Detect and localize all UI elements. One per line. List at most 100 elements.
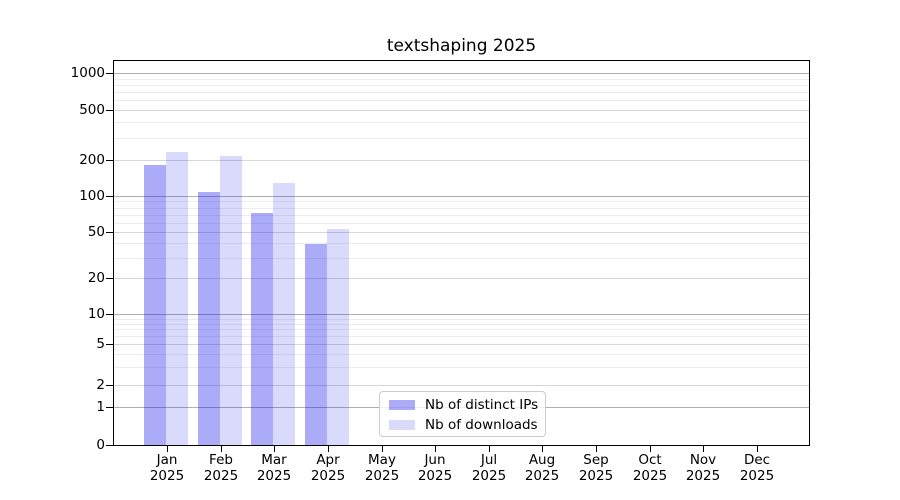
x-tick-month-jul: Jul <box>480 452 498 468</box>
x-tick-mark-may <box>382 446 383 452</box>
legend-swatch-distinct-ips <box>389 400 415 410</box>
x-tick-label-jul: Jul 2025 <box>459 452 519 484</box>
chart-title: textshaping 2025 <box>386 36 537 56</box>
minor-gridline-y-70 <box>114 214 809 216</box>
legend-swatch-downloads <box>389 420 415 430</box>
y-tick-label-500: 500 <box>79 102 105 118</box>
bar-nb-of-downloads-Apr <box>327 229 349 445</box>
x-tick-year-jul: 2025 <box>471 468 507 484</box>
x-tick-year-jan: 2025 <box>149 468 185 484</box>
x-tick-year-feb: 2025 <box>203 468 239 484</box>
minor-gridline-y-80 <box>114 207 809 209</box>
y-tick-label-10: 10 <box>87 306 105 322</box>
x-tick-year-apr: 2025 <box>310 468 346 484</box>
minor-gridline-y-400 <box>114 122 809 124</box>
x-tick-year-may: 2025 <box>364 468 400 484</box>
minor-gridline-y-6 <box>114 336 809 338</box>
bar-nb-of-distinct-ips-Feb <box>198 192 220 445</box>
x-tick-year-nov: 2025 <box>685 468 721 484</box>
minor-gridline-y-8 <box>114 323 809 325</box>
y-tick-label-5: 5 <box>96 336 105 352</box>
legend: Nb of distinct IPs Nb of downloads <box>379 391 546 437</box>
minor-gridline-y-7 <box>114 329 809 331</box>
x-tick-mark-dec <box>757 446 758 452</box>
x-tick-month-oct: Oct <box>638 452 662 468</box>
y-tick-label-200: 200 <box>79 152 105 168</box>
y-tick-mark-2 <box>106 385 113 386</box>
y-tick-mark-200 <box>106 160 113 161</box>
x-tick-mark-jul <box>489 446 490 452</box>
x-tick-label-nov: Nov 2025 <box>673 452 733 484</box>
x-tick-year-mar: 2025 <box>256 468 292 484</box>
x-tick-label-jan: Jan 2025 <box>137 452 197 484</box>
gridline-y-1000 <box>114 73 809 74</box>
minor-gridline-y-600 <box>114 100 809 102</box>
bar-nb-of-downloads-Feb <box>220 156 242 445</box>
x-tick-label-aug: Aug 2025 <box>512 452 572 484</box>
y-tick-mark-500 <box>106 110 113 111</box>
x-tick-month-may: May <box>368 452 396 468</box>
y-tick-mark-1000 <box>106 73 113 74</box>
y-tick-label-1000: 1000 <box>70 65 105 81</box>
x-tick-year-dec: 2025 <box>739 468 775 484</box>
y-tick-label-2: 2 <box>96 377 105 393</box>
y-tick-mark-100 <box>106 196 113 197</box>
y-tick-mark-5 <box>106 344 113 345</box>
legend-label-downloads: Nb of downloads <box>425 417 538 433</box>
x-tick-mark-feb <box>221 446 222 452</box>
y-tick-mark-0 <box>106 445 113 446</box>
gridline-y-100 <box>114 196 809 197</box>
minor-gridline-y-4 <box>114 353 809 355</box>
minor-gridline-y-60 <box>114 222 809 224</box>
x-tick-label-mar: Mar 2025 <box>244 452 304 484</box>
x-tick-month-apr: Apr <box>316 452 340 468</box>
bar-nb-of-downloads-Mar <box>273 183 295 445</box>
top-spine <box>113 60 810 61</box>
minor-gridline-y-900 <box>114 78 809 80</box>
y-tick-label-0: 0 <box>96 437 105 453</box>
x-tick-mark-aug <box>542 446 543 452</box>
right-spine <box>809 60 810 446</box>
x-tick-month-aug: Aug <box>528 452 556 468</box>
minor-gridline-y-800 <box>114 84 809 86</box>
x-tick-month-jan: Jan <box>156 452 178 468</box>
x-tick-month-nov: Nov <box>689 452 717 468</box>
x-tick-month-jun: Jun <box>424 452 446 468</box>
minor-gridline-y-3 <box>114 366 809 368</box>
x-tick-label-apr: Apr 2025 <box>298 452 358 484</box>
x-tick-month-sep: Sep <box>583 452 609 468</box>
x-tick-label-may: May 2025 <box>352 452 412 484</box>
minor-gridline-y-40 <box>114 243 809 245</box>
x-tick-year-sep: 2025 <box>578 468 614 484</box>
gridline-y-10 <box>114 314 809 315</box>
legend-item-downloads: Nb of downloads <box>389 415 538 435</box>
x-tick-year-jun: 2025 <box>417 468 453 484</box>
x-tick-month-dec: Dec <box>743 452 771 468</box>
gridline-y-2 <box>114 385 809 386</box>
bar-nb-of-distinct-ips-Jan <box>144 165 166 445</box>
gridline-y-20 <box>114 278 809 279</box>
gridline-y-5 <box>114 344 809 345</box>
x-tick-mark-sep <box>596 446 597 452</box>
minor-gridline-y-90 <box>114 201 809 203</box>
gridline-y-500 <box>114 110 809 111</box>
plot-area <box>113 60 810 446</box>
x-tick-month-mar: Mar <box>261 452 287 468</box>
x-tick-mark-apr <box>328 446 329 452</box>
x-tick-mark-oct <box>650 446 651 452</box>
x-tick-label-oct: Oct 2025 <box>620 452 680 484</box>
y-tick-mark-10 <box>106 314 113 315</box>
y-axis-spine <box>113 60 114 446</box>
x-axis-spine <box>113 445 810 446</box>
x-tick-label-jun: Jun 2025 <box>405 452 465 484</box>
legend-label-distinct-ips: Nb of distinct IPs <box>425 397 539 413</box>
minor-gridline-y-300 <box>114 137 809 139</box>
legend-item-distinct-ips: Nb of distinct IPs <box>389 395 538 415</box>
gridline-y-200 <box>114 160 809 161</box>
x-tick-mark-mar <box>274 446 275 452</box>
x-tick-month-feb: Feb <box>209 452 233 468</box>
x-tick-label-feb: Feb 2025 <box>191 452 251 484</box>
x-tick-label-sep: Sep 2025 <box>566 452 626 484</box>
x-tick-mark-jan <box>167 446 168 452</box>
